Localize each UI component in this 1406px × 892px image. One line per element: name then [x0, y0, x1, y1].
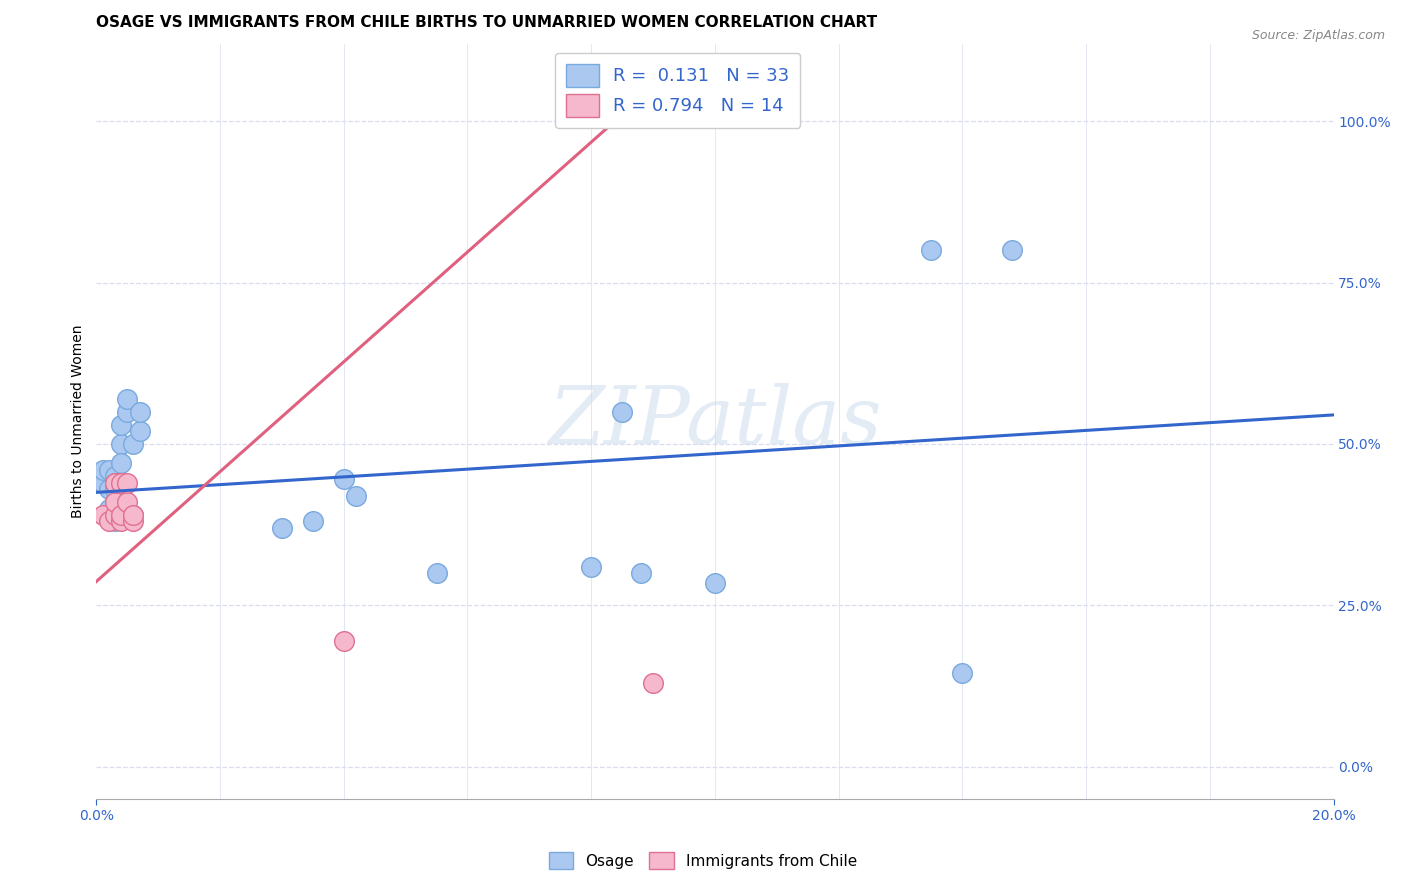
Point: [104, 495, 127, 509]
Point: [104, 475, 127, 490]
Point: [110, 475, 132, 490]
Point: [641, 676, 664, 690]
Point: [122, 508, 145, 522]
Point: [91, 463, 114, 477]
Point: [950, 666, 973, 681]
Point: [97, 515, 120, 529]
Point: [122, 437, 145, 451]
Point: [610, 405, 633, 419]
Point: [97, 463, 120, 477]
Text: Source: ZipAtlas.com: Source: ZipAtlas.com: [1251, 29, 1385, 42]
Point: [128, 424, 150, 438]
Point: [104, 475, 127, 490]
Legend: R =  0.131   N = 33, R = 0.794   N = 14: R = 0.131 N = 33, R = 0.794 N = 14: [555, 53, 800, 128]
Point: [344, 489, 367, 503]
Point: [122, 508, 145, 522]
Point: [110, 437, 132, 451]
Point: [110, 489, 132, 503]
Point: [271, 521, 294, 535]
Point: [426, 566, 449, 580]
Point: [703, 575, 725, 590]
Point: [117, 405, 139, 419]
Point: [97, 501, 120, 516]
Point: [117, 392, 139, 406]
Point: [104, 469, 127, 483]
Point: [110, 508, 132, 522]
Point: [91, 508, 114, 522]
Point: [333, 633, 356, 648]
Y-axis label: Births to Unmarried Women: Births to Unmarried Women: [72, 325, 86, 518]
Point: [579, 559, 602, 574]
Point: [302, 515, 325, 529]
Text: OSAGE VS IMMIGRANTS FROM CHILE BIRTHS TO UNMARRIED WOMEN CORRELATION CHART: OSAGE VS IMMIGRANTS FROM CHILE BIRTHS TO…: [97, 15, 877, 30]
Point: [104, 508, 127, 522]
Point: [91, 475, 114, 490]
Point: [110, 417, 132, 432]
Point: [110, 456, 132, 470]
Legend: Osage, Immigrants from Chile: Osage, Immigrants from Chile: [543, 846, 863, 875]
Point: [122, 515, 145, 529]
Point: [128, 405, 150, 419]
Point: [920, 244, 942, 258]
Point: [1001, 244, 1024, 258]
Point: [110, 515, 132, 529]
Point: [110, 475, 132, 490]
Point: [117, 495, 139, 509]
Point: [117, 475, 139, 490]
Point: [333, 473, 356, 487]
Point: [104, 495, 127, 509]
Point: [104, 482, 127, 496]
Point: [630, 566, 652, 580]
Text: ZIPatlas: ZIPatlas: [548, 383, 882, 460]
Point: [104, 515, 127, 529]
Point: [97, 482, 120, 496]
